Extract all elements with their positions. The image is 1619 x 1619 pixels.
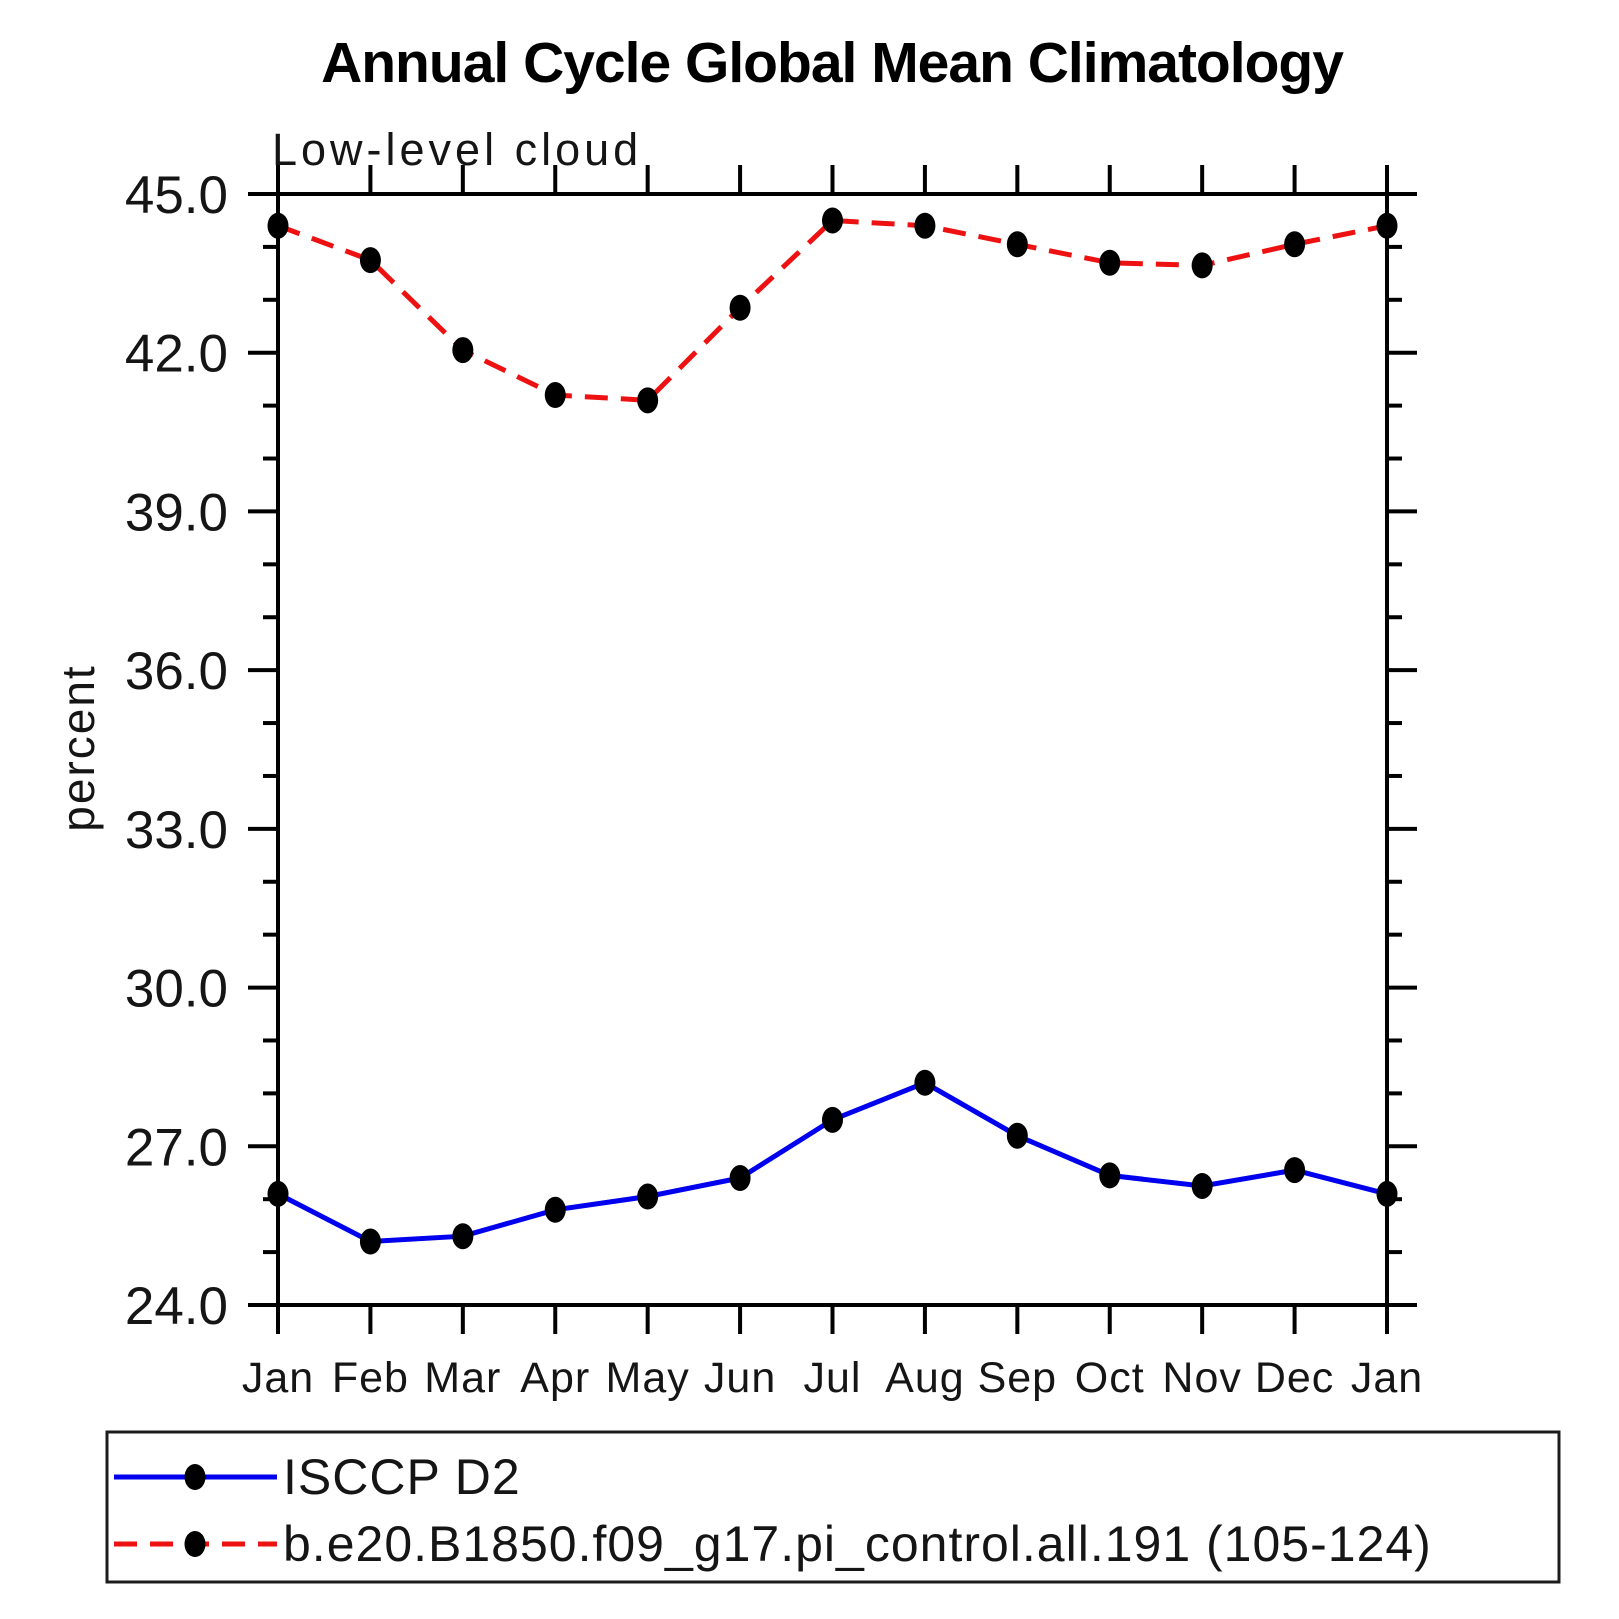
x-axis-ticks: [276, 165, 1389, 1334]
chart-title: Annual Cycle Global Mean Climatology: [321, 31, 1344, 95]
data-point-marker: [1191, 252, 1213, 279]
data-point-marker: [637, 1183, 659, 1210]
data-point-marker: [822, 207, 843, 234]
data-point-marker: [267, 1180, 289, 1207]
series-isccp-solid-blue: [267, 1069, 1398, 1255]
data-point-marker: [544, 1196, 566, 1223]
data-point-marker: [359, 247, 381, 274]
legend-marker-isccp: [184, 1464, 206, 1490]
y-axis-tick-label: 45.0: [125, 166, 228, 225]
data-point-marker: [729, 294, 751, 321]
data-point-marker: [1006, 1122, 1028, 1149]
data-point-marker: [1099, 249, 1121, 276]
data-point-marker: [544, 382, 566, 409]
y-axis-title: percent: [52, 664, 104, 831]
legend-label-isccp: ISCCP D2: [283, 1449, 521, 1505]
data-point-marker: [452, 337, 474, 364]
y-axis-tick-label: 27.0: [125, 1118, 228, 1177]
month-label: Jul: [804, 1354, 862, 1402]
month-label: May: [606, 1354, 690, 1402]
data-point-marker: [267, 212, 289, 239]
data-point-marker: [637, 387, 659, 414]
y-axis-tick-label: 39.0: [125, 483, 228, 542]
data-point-marker: [452, 1223, 474, 1250]
month-label: Aug: [885, 1354, 965, 1402]
data-point-marker: [914, 1069, 936, 1096]
y-axis-tick-label: 36.0: [125, 642, 228, 701]
y-axis-tick-label: 42.0: [125, 325, 228, 384]
data-point-marker: [914, 212, 936, 239]
legend-marker-model: [184, 1531, 206, 1557]
y-axis-tick-label: 30.0: [125, 960, 228, 1019]
month-label: Nov: [1162, 1354, 1241, 1402]
series-model-dashed-red: [267, 207, 1398, 414]
month-label: Dec: [1255, 1354, 1334, 1402]
data-point-marker: [729, 1165, 751, 1192]
data-point-marker: [1284, 1157, 1306, 1184]
data-point-marker: [822, 1106, 843, 1133]
month-label: Sep: [978, 1354, 1058, 1402]
plot-frame: [276, 192, 1389, 1307]
x-axis-tick-labels: Jan Feb Mar Apr May Jun Jul Aug Sep Oct Nov Dec Jan: [242, 1354, 1423, 1402]
month-label: Jan: [1351, 1354, 1423, 1402]
chart-subtitle: Low-level cloud: [272, 124, 642, 175]
month-label: Apr: [520, 1354, 590, 1402]
legend-label-model: b.e20.B1850.f09_g17.pi_control.all.191 (…: [283, 1516, 1432, 1572]
data-point-marker: [1376, 1180, 1398, 1207]
data-point-marker: [1191, 1172, 1213, 1199]
series-line: [276, 1080, 1388, 1245]
y-axis-tick-label: 24.0: [125, 1277, 228, 1336]
data-point-marker: [359, 1228, 381, 1255]
data-point-marker: [1099, 1162, 1121, 1189]
y-axis-ticks: [248, 192, 1417, 1307]
series-line: [277, 217, 1388, 403]
month-label: Mar: [424, 1354, 501, 1402]
y-axis-tick-label: 33.0: [125, 801, 228, 860]
data-point-marker: [1284, 231, 1306, 258]
month-label: Jan: [242, 1354, 314, 1402]
month-label: Oct: [1075, 1354, 1145, 1402]
legend: ISCCP D2 b.e20.B1850.f09_g17.pi_control.…: [105, 1430, 1561, 1584]
y-axis-tick-labels: 24.0 27.0 30.0 33.0 36.0 39.0 42.0 45.0: [125, 166, 228, 1336]
month-label: Feb: [332, 1354, 409, 1402]
data-point-marker: [1006, 231, 1028, 258]
data-point-marker: [1376, 212, 1398, 239]
legend-box: [105, 1430, 1561, 1584]
month-label: Jun: [704, 1354, 776, 1402]
